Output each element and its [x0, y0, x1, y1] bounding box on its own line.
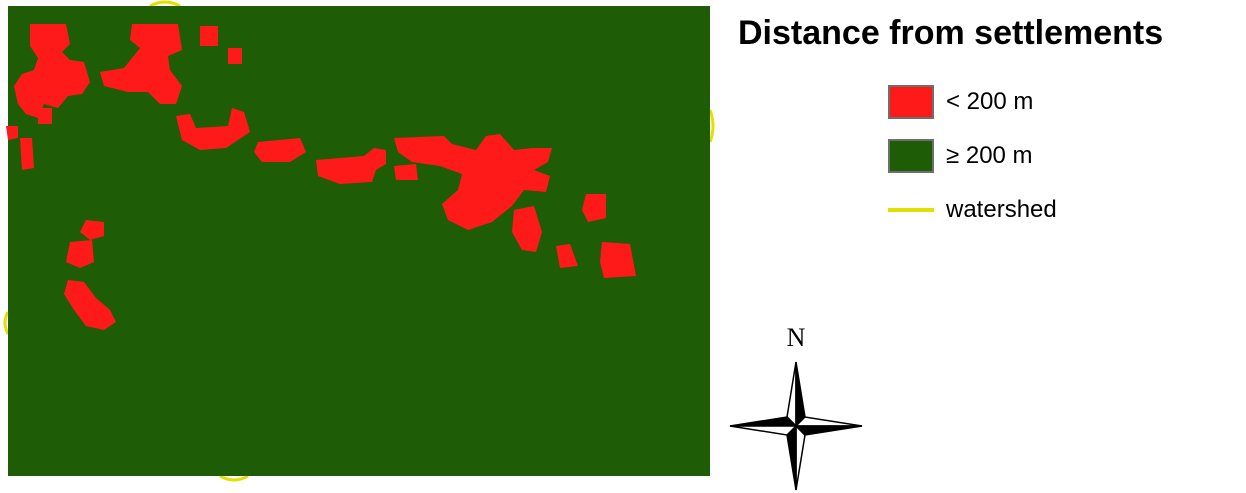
near-zone	[556, 244, 578, 268]
near-zone	[200, 26, 218, 46]
legend-item-near: < 200 m	[888, 82, 1033, 122]
map-panel	[3, 0, 715, 482]
near-zone	[394, 164, 418, 180]
near-zone	[582, 194, 606, 222]
compass-star	[729, 361, 863, 491]
near-zone	[176, 108, 250, 150]
near-zone	[316, 148, 386, 184]
near-zone	[100, 24, 182, 104]
near-zone	[38, 108, 52, 124]
legend-item-far: ≥ 200 m	[888, 136, 1033, 176]
near-zone	[254, 138, 306, 162]
legend-label-far: ≥ 200 m	[946, 142, 1033, 169]
north-label: N	[787, 323, 806, 352]
watershed-segment	[149, 0, 181, 8]
watershed-segment	[708, 109, 715, 143]
near-zone	[20, 138, 34, 170]
near-zone	[80, 220, 104, 240]
legend-label-watershed: watershed	[946, 196, 1057, 223]
legend-item-watershed: watershed	[888, 190, 1057, 230]
watershed-segment	[3, 311, 10, 335]
near-zone	[512, 206, 542, 252]
near-zone	[228, 48, 242, 64]
near-zone	[6, 126, 18, 140]
legend: Distance from settlements < 200 m ≥ 200 …	[738, 14, 1238, 254]
legend-swatch-far	[888, 139, 934, 173]
legend-label-near: < 200 m	[946, 88, 1034, 115]
compass-rose-icon: N	[729, 323, 863, 491]
near-zone	[394, 134, 552, 230]
near-zone	[64, 280, 116, 330]
legend-swatch-near	[888, 85, 934, 119]
near-settlement-zones	[6, 24, 636, 330]
legend-title: Distance from settlements	[738, 14, 1164, 52]
watershed-boundary	[3, 0, 715, 482]
near-zone	[600, 242, 636, 278]
legend-swatch-watershed	[888, 208, 934, 212]
near-zone	[14, 24, 90, 118]
near-zone	[66, 240, 94, 268]
watershed-segment	[219, 474, 249, 482]
